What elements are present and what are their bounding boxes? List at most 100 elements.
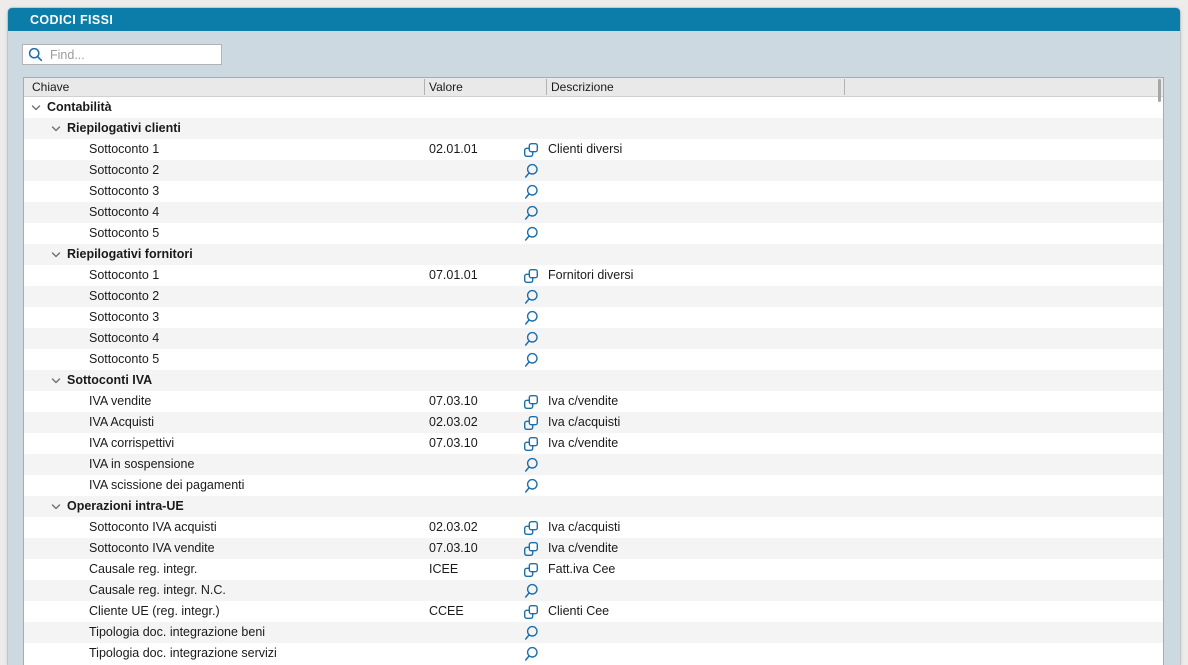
row-key-label: Tipologia doc. integrazione servizi — [89, 646, 277, 660]
linked-account-icon[interactable] — [523, 520, 539, 536]
row-key-cell: Tipologia doc. integrazione beni — [24, 622, 265, 643]
table-row[interactable]: Sottoconto 3 — [24, 181, 1163, 202]
window-titlebar: CODICI FISSI — [8, 8, 1180, 31]
search-box[interactable] — [22, 44, 222, 65]
table-row[interactable]: Cliente UE (reg. integr.) CCEE Clienti Cee — [24, 601, 1163, 622]
table-row[interactable]: Causale reg. integr. N.C. — [24, 580, 1163, 601]
table-row[interactable]: Sottoconto IVA vendite 07.03.10 Iva c/vend… — [24, 538, 1163, 559]
lookup-search-icon[interactable] — [523, 457, 539, 473]
row-key-label: Causale reg. integr. — [89, 562, 198, 576]
chevron-down-icon[interactable] — [51, 377, 67, 384]
column-header-descrizione[interactable]: Descrizione — [551, 80, 614, 94]
lookup-search-icon[interactable] — [523, 646, 539, 662]
table-row[interactable]: IVA in sospensione — [24, 454, 1163, 475]
table-row[interactable]: Sottoconto 1 07.01.01 Fornitori diversi — [24, 265, 1163, 286]
table-row[interactable]: Sottoconto 2 — [24, 286, 1163, 307]
linked-account-icon[interactable] — [523, 415, 539, 431]
row-key-cell: Cliente UE (reg. integr.) — [24, 601, 220, 622]
table-row[interactable]: Riepilogativi fornitori — [24, 244, 1163, 265]
row-value: ICEE — [429, 562, 459, 576]
table-row[interactable]: Sottoconto 4 — [24, 328, 1163, 349]
row-description: Fatt.iva Cee — [548, 562, 616, 576]
lookup-search-icon[interactable] — [523, 184, 539, 200]
lookup-search-icon[interactable] — [523, 625, 539, 641]
window-title: CODICI FISSI — [30, 12, 114, 27]
row-description: Clienti Cee — [548, 604, 610, 618]
table-row[interactable]: Sottoconto 3 — [24, 307, 1163, 328]
search-icon — [28, 47, 43, 62]
table-row[interactable]: IVA vendite 07.03.10 Iva c/vendite — [24, 391, 1163, 412]
lookup-search-icon[interactable] — [523, 226, 539, 242]
table-row[interactable]: Sottoconti IVA — [24, 370, 1163, 391]
table-row[interactable]: Riepilogativi clienti — [24, 118, 1163, 139]
lookup-search-icon[interactable] — [523, 163, 539, 179]
linked-account-icon[interactable] — [523, 394, 539, 410]
row-key-label: Sottoconto IVA vendite — [89, 541, 215, 555]
row-description: Iva c/vendite — [548, 394, 619, 408]
row-key-label: Sottoconto 2 — [89, 163, 160, 177]
codici-fissi-window: CODICI FISSI Chiave Valore Descrizione C… — [8, 8, 1180, 665]
column-header-chiave[interactable]: Chiave — [32, 80, 70, 94]
chevron-down-icon[interactable] — [51, 251, 67, 258]
row-key-cell: Sottoconto 4 — [24, 202, 159, 223]
row-description: Iva c/vendite — [548, 436, 619, 450]
chevron-down-icon[interactable] — [51, 125, 67, 132]
linked-account-icon[interactable] — [523, 562, 539, 578]
table-row[interactable]: IVA corrispettivi 07.03.10 Iva c/vendite — [24, 433, 1163, 454]
table-row[interactable]: Sottoconto 2 — [24, 160, 1163, 181]
row-key-cell: Riepilogativi clienti — [24, 118, 181, 139]
column-divider[interactable] — [844, 79, 845, 95]
lookup-search-icon[interactable] — [523, 478, 539, 494]
lookup-search-icon[interactable] — [523, 331, 539, 347]
row-key-cell: IVA in sospensione — [24, 454, 194, 475]
table-body: Contabilità Riepilogativi clienti Sottocon… — [24, 97, 1163, 664]
row-value: 07.03.10 — [429, 394, 478, 408]
column-header-valore[interactable]: Valore — [429, 80, 463, 94]
table-row[interactable]: Tipologia doc. integrazione beni — [24, 622, 1163, 643]
row-key-cell: IVA corrispettivi — [24, 433, 174, 454]
lookup-search-icon[interactable] — [523, 205, 539, 221]
row-key-label: Cliente UE (reg. integr.) — [89, 604, 220, 618]
row-key-cell: Sottoconto 3 — [24, 181, 159, 202]
lookup-search-icon[interactable] — [523, 289, 539, 305]
linked-account-icon[interactable] — [523, 268, 539, 284]
table-row[interactable]: Causale reg. integr. ICEE Fatt.iva Cee — [24, 559, 1163, 580]
linked-account-icon[interactable] — [523, 604, 539, 620]
lookup-search-icon[interactable] — [523, 583, 539, 599]
column-divider[interactable] — [546, 79, 547, 95]
row-key-cell: Sottoconto 1 — [24, 139, 159, 160]
row-key-cell: IVA vendite — [24, 391, 151, 412]
row-key-label: IVA scissione dei pagamenti — [89, 478, 245, 492]
row-description: Iva c/vendite — [548, 541, 619, 555]
search-input[interactable] — [50, 46, 221, 63]
lookup-search-icon[interactable] — [523, 352, 539, 368]
table-row[interactable]: Sottoconto 1 02.01.01 Clienti diversi — [24, 139, 1163, 160]
linked-account-icon[interactable] — [523, 541, 539, 557]
vertical-scrollbar-thumb[interactable] — [1158, 79, 1161, 102]
chevron-down-icon[interactable] — [31, 104, 47, 111]
chevron-down-icon[interactable] — [51, 503, 67, 510]
row-key-label: Sottoconto IVA acquisti — [89, 520, 217, 534]
column-divider[interactable] — [424, 79, 425, 95]
linked-account-icon[interactable] — [523, 142, 539, 158]
table-row[interactable]: IVA scissione dei pagamenti — [24, 475, 1163, 496]
row-key-cell: Sottoconti IVA — [24, 370, 152, 391]
table-row[interactable]: Sottoconto IVA acquisti 02.03.02 Iva c/acq… — [24, 517, 1163, 538]
row-key-cell: Causale reg. integr. N.C. — [24, 580, 226, 601]
table-row[interactable]: Operazioni intra-UE — [24, 496, 1163, 517]
table-row[interactable]: Tipologia doc. integrazione servizi — [24, 643, 1163, 664]
linked-account-icon[interactable] — [523, 436, 539, 452]
row-key-label: Sottoconto 3 — [89, 184, 160, 198]
table-row[interactable]: Sottoconto 5 — [24, 349, 1163, 370]
lookup-search-icon[interactable] — [523, 310, 539, 326]
row-key-label: Sottoconto 3 — [89, 310, 160, 324]
row-description: Clienti diversi — [548, 142, 623, 156]
table-row[interactable]: Sottoconto 4 — [24, 202, 1163, 223]
table-row[interactable]: IVA Acquisti 02.03.02 Iva c/acquisti — [24, 412, 1163, 433]
row-key-cell: Sottoconto 5 — [24, 349, 159, 370]
table-row[interactable]: Sottoconto 5 — [24, 223, 1163, 244]
row-description: Iva c/acquisti — [548, 520, 621, 534]
row-value: CCEE — [429, 604, 464, 618]
table-row[interactable]: Contabilità — [24, 97, 1163, 118]
row-value: 07.01.01 — [429, 268, 478, 282]
